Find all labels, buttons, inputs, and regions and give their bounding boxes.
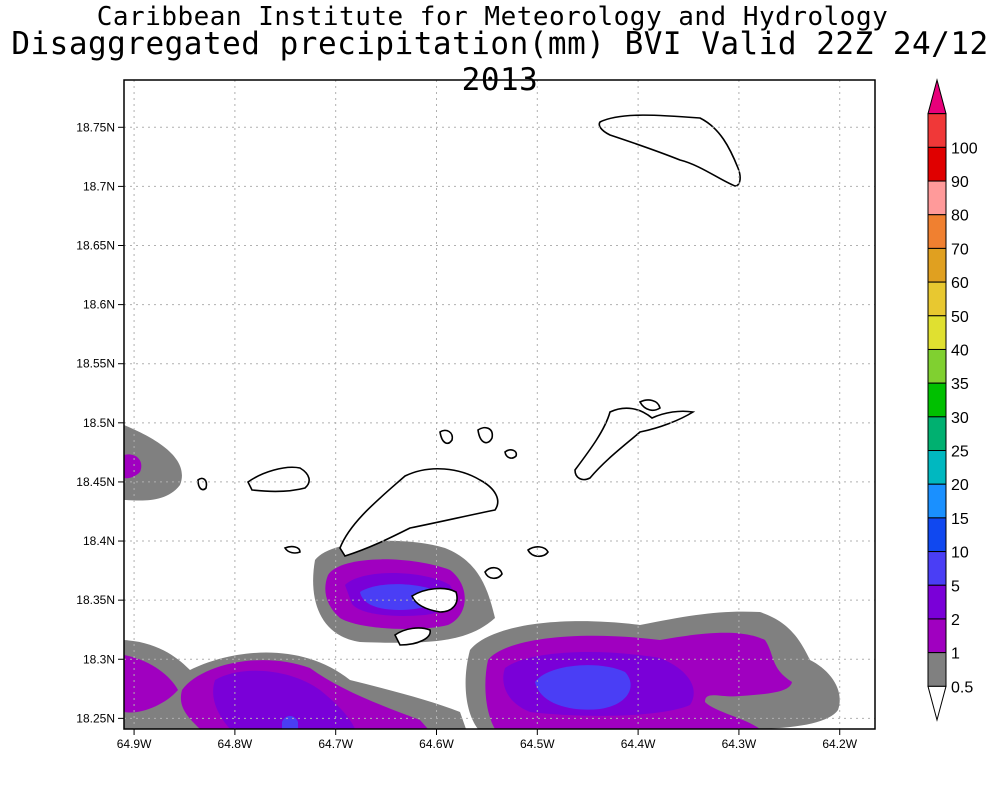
tortola-island (339, 467, 499, 557)
lat-tick-label: 18.4N (83, 534, 115, 548)
colorbar-label: 100 (951, 140, 978, 157)
lat-tick-label: 18.65N (76, 239, 115, 253)
colorbar-label: 5 (951, 578, 960, 595)
colorbar-swatch (927, 517, 947, 553)
virgin-gorda-island (574, 407, 696, 481)
colorbar-swatch (927, 247, 947, 283)
colorbar-min-arrow (927, 685, 947, 722)
colorbar-swatch (927, 618, 947, 654)
jost-van-dyke-island (246, 466, 310, 493)
lat-tick-label: 18.55N (76, 357, 115, 371)
lon-tick-label: 64.9W (117, 737, 152, 751)
precipitation-field (124, 114, 840, 729)
lon-tick-label: 64.2W (822, 737, 857, 751)
colorbar-label: 90 (951, 174, 969, 191)
lat-tick-label: 18.45N (76, 475, 115, 489)
islands (197, 114, 741, 646)
institute-title: Caribbean Institute for Meteorology and … (96, 2, 889, 32)
colorbar-swatch (927, 584, 947, 620)
lat-tick-label: 18.75N (76, 120, 115, 134)
colorbar-swatch (927, 146, 947, 182)
map-frame (123, 79, 876, 730)
colorbar-label: 35 (951, 376, 969, 393)
colorbar-label: 80 (951, 208, 969, 225)
lat-tick-label: 18.6N (83, 298, 115, 312)
small-cay-7 (638, 399, 661, 412)
colorbar-swatch (927, 450, 947, 485)
lat-tick-label: 18.3N (83, 652, 115, 666)
lon-tick-label: 64.7W (318, 737, 353, 751)
colorbar-swatch (927, 281, 947, 317)
colorbar-swatch (927, 483, 947, 519)
small-cay-5 (197, 477, 208, 491)
colorbar-swatch (927, 315, 947, 350)
colorbar-label: 25 (951, 444, 969, 461)
colorbar-label: 60 (951, 275, 969, 292)
small-cay-2 (526, 546, 549, 558)
colorbar-swatch (927, 652, 947, 687)
colorbar-max-arrow (927, 78, 947, 115)
colorbar-label: 10 (951, 545, 969, 562)
lat-tick-label: 18.35N (76, 593, 115, 607)
colorbar-label: 15 (951, 511, 969, 528)
peter-island (393, 627, 431, 646)
colorbar-swatch (927, 382, 947, 418)
lon-tick-label: 64.6W (419, 737, 454, 751)
colorbar-swatch (927, 180, 947, 216)
small-cay-4 (477, 426, 494, 444)
colorbar-label: 20 (951, 477, 969, 494)
lon-tick-label: 64.3W (722, 737, 757, 751)
colorbar-label: 70 (951, 241, 969, 258)
colorbar-swatch (927, 113, 947, 148)
colorbar-label: 1 (951, 646, 960, 663)
colorbar-label: 40 (951, 342, 969, 359)
product-title: Disaggregated precipitation(mm) BVI Vali… (11, 26, 989, 98)
norman-island (411, 587, 458, 613)
lon-tick-label: 64.4W (621, 737, 656, 751)
colorbar-swatch (927, 416, 947, 452)
map-grid (124, 80, 875, 729)
colorbar-swatch (927, 214, 947, 249)
colorbar-swatch (927, 348, 947, 384)
colorbar-label: 50 (951, 309, 969, 326)
colorbar-label: 0.5 (951, 679, 973, 696)
anegada-island (598, 114, 741, 187)
lat-tick-label: 18.25N (76, 711, 115, 725)
lon-tick-label: 64.8W (218, 737, 253, 751)
small-cay-6 (283, 545, 301, 554)
lon-tick-label: 64.5W (520, 737, 555, 751)
colorbar-label: 2 (951, 612, 960, 629)
small-cay-3 (439, 429, 454, 445)
small-cay-8 (504, 449, 518, 459)
lat-tick-label: 18.7N (83, 179, 115, 193)
small-cay-1 (484, 566, 503, 580)
colorbar: 100 90 80 70 60 50 40 35 30 25 20 15 10 5 2 1 0.5 (927, 78, 978, 722)
colorbar-swatch (927, 551, 947, 586)
colorbar-label: 30 (951, 410, 969, 427)
map-axes: 64.9W 64.8W 64.7W 64.6W 64.5W 64.4W 64.3W 64.2W… (76, 120, 857, 751)
lat-tick-label: 18.5N (83, 416, 115, 430)
